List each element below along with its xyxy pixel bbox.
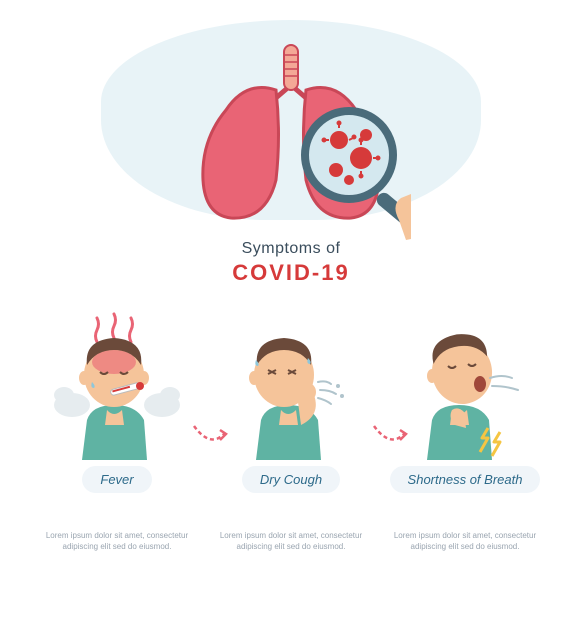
hand-icon bbox=[395, 190, 411, 240]
breath-description: Lorem ipsum dolor sit amet, consectetur … bbox=[378, 530, 552, 552]
fever-label: Fever bbox=[82, 466, 151, 493]
title-line-2: COVID-19 bbox=[0, 260, 582, 286]
symptom-dry-cough: Dry Cough bbox=[204, 310, 378, 493]
cough-character-icon bbox=[226, 310, 356, 460]
descriptions-row: Lorem ipsum dolor sit amet, consectetur … bbox=[0, 530, 582, 552]
breath-label: Shortness of Breath bbox=[390, 466, 541, 493]
hero-section: Symptoms of COVID-19 bbox=[0, 0, 582, 300]
symptom-fever: Fever bbox=[30, 310, 204, 493]
cough-label: Dry Cough bbox=[242, 466, 340, 493]
breath-character-icon bbox=[400, 310, 530, 460]
title-line-1: Symptoms of bbox=[0, 240, 582, 258]
symptoms-row: Fever bbox=[0, 310, 582, 493]
symptom-breath: Shortness of Breath bbox=[378, 310, 552, 493]
title-block: Symptoms of COVID-19 bbox=[0, 240, 582, 286]
lungs-illustration bbox=[171, 40, 411, 220]
fever-character-icon bbox=[52, 310, 182, 460]
cough-description: Lorem ipsum dolor sit amet, consectetur … bbox=[204, 530, 378, 552]
arrow-icon bbox=[370, 420, 410, 450]
arrow-icon bbox=[190, 420, 230, 450]
fever-description: Lorem ipsum dolor sit amet, consectetur … bbox=[30, 530, 204, 552]
